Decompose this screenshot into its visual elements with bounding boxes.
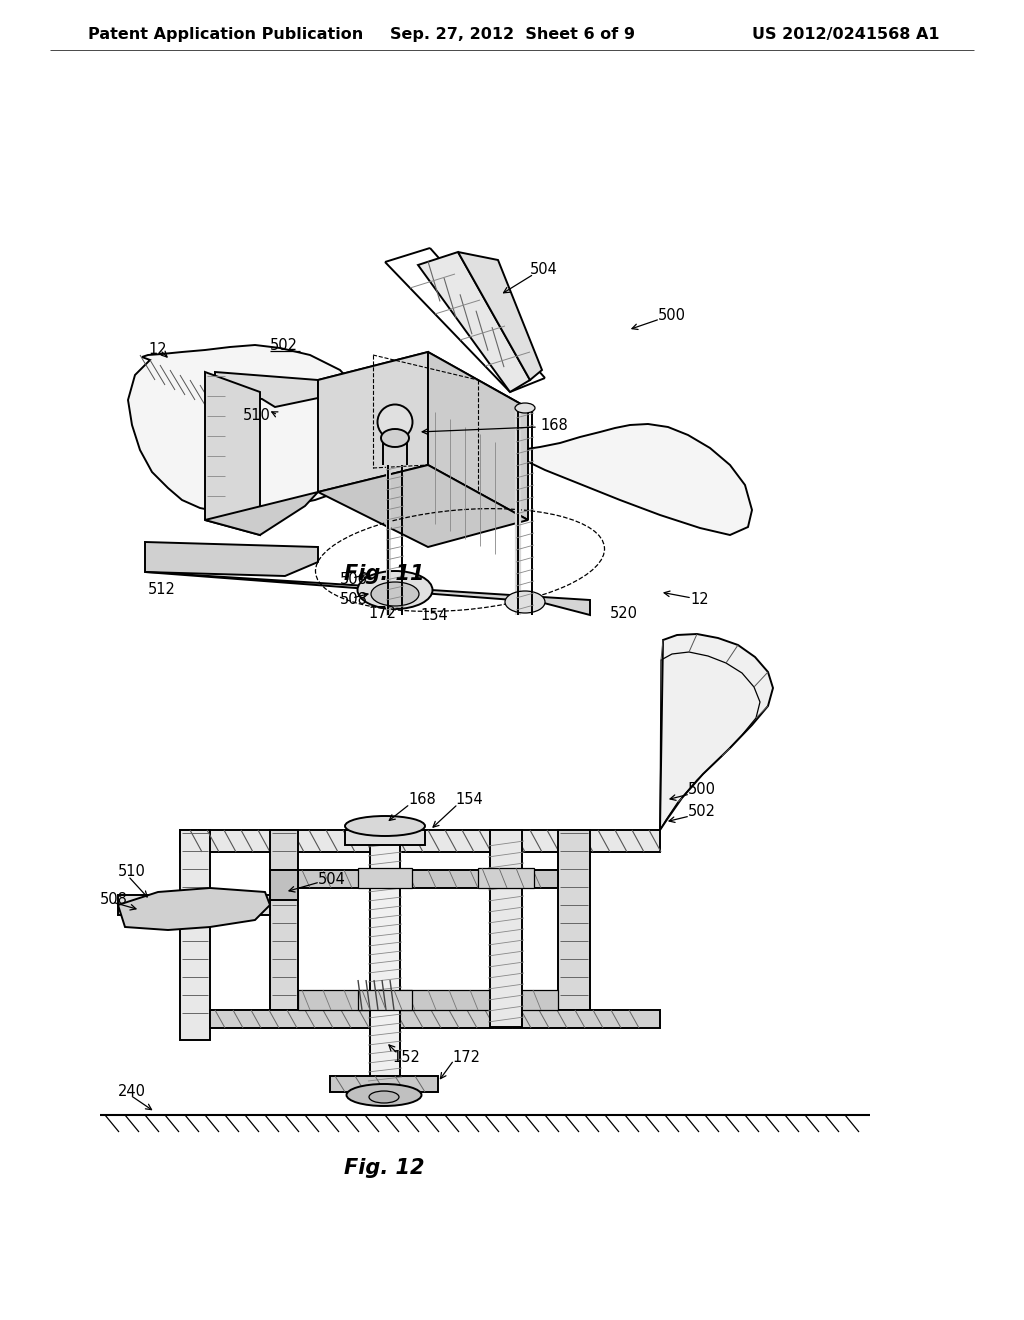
Text: 168: 168 xyxy=(540,417,567,433)
Text: 502: 502 xyxy=(688,804,716,820)
Text: US 2012/0241568 A1: US 2012/0241568 A1 xyxy=(753,28,940,42)
Text: Fig. 11: Fig. 11 xyxy=(344,564,424,585)
Ellipse shape xyxy=(381,429,409,447)
Polygon shape xyxy=(370,830,400,1096)
Text: 508: 508 xyxy=(340,593,368,607)
Polygon shape xyxy=(505,424,752,535)
Polygon shape xyxy=(270,870,298,900)
Text: 510: 510 xyxy=(118,865,145,879)
Polygon shape xyxy=(318,465,528,546)
Polygon shape xyxy=(298,870,558,888)
Polygon shape xyxy=(318,352,528,436)
Ellipse shape xyxy=(357,572,432,609)
Polygon shape xyxy=(490,830,522,1027)
Polygon shape xyxy=(205,372,260,535)
Ellipse shape xyxy=(505,591,545,612)
Text: 152: 152 xyxy=(392,1051,420,1065)
Text: 240: 240 xyxy=(118,1085,146,1100)
Text: 12: 12 xyxy=(148,342,167,358)
Text: Patent Application Publication: Patent Application Publication xyxy=(88,28,364,42)
Polygon shape xyxy=(145,543,318,576)
Text: 500: 500 xyxy=(688,783,716,797)
Polygon shape xyxy=(660,634,773,830)
Ellipse shape xyxy=(345,816,425,836)
Polygon shape xyxy=(210,1010,660,1028)
Polygon shape xyxy=(345,830,425,845)
Ellipse shape xyxy=(378,404,413,440)
Text: 502: 502 xyxy=(270,338,298,352)
Polygon shape xyxy=(428,352,528,520)
Polygon shape xyxy=(118,888,270,931)
Polygon shape xyxy=(330,1076,438,1092)
Text: 520: 520 xyxy=(610,606,638,622)
Text: 504: 504 xyxy=(530,263,558,277)
Text: 512: 512 xyxy=(148,582,176,598)
Ellipse shape xyxy=(371,582,419,606)
Text: 154: 154 xyxy=(420,607,447,623)
Polygon shape xyxy=(478,869,534,888)
Polygon shape xyxy=(270,830,298,1010)
Polygon shape xyxy=(318,352,428,492)
Text: 12: 12 xyxy=(690,593,709,607)
Polygon shape xyxy=(205,492,318,535)
Ellipse shape xyxy=(383,433,407,444)
Text: 172: 172 xyxy=(368,606,396,622)
Polygon shape xyxy=(418,252,530,392)
Polygon shape xyxy=(145,572,590,615)
Polygon shape xyxy=(558,830,590,1010)
Polygon shape xyxy=(358,869,412,888)
Polygon shape xyxy=(180,830,210,1040)
Text: 510: 510 xyxy=(243,408,271,422)
Text: 504: 504 xyxy=(318,873,346,887)
Polygon shape xyxy=(215,372,318,407)
Polygon shape xyxy=(128,345,375,512)
Text: Fig. 12: Fig. 12 xyxy=(344,1158,424,1179)
Polygon shape xyxy=(358,990,412,1010)
Ellipse shape xyxy=(515,403,535,413)
Text: Sep. 27, 2012  Sheet 6 of 9: Sep. 27, 2012 Sheet 6 of 9 xyxy=(389,28,635,42)
Polygon shape xyxy=(458,252,542,380)
Ellipse shape xyxy=(369,1092,399,1104)
Polygon shape xyxy=(298,990,558,1010)
Text: 500: 500 xyxy=(658,308,686,322)
Text: 506: 506 xyxy=(340,573,368,587)
Text: 154: 154 xyxy=(455,792,482,808)
Text: 168: 168 xyxy=(408,792,436,808)
Polygon shape xyxy=(118,895,270,915)
Text: 508: 508 xyxy=(100,892,128,908)
Text: 172: 172 xyxy=(452,1051,480,1065)
Polygon shape xyxy=(180,830,660,851)
Ellipse shape xyxy=(346,1084,422,1106)
